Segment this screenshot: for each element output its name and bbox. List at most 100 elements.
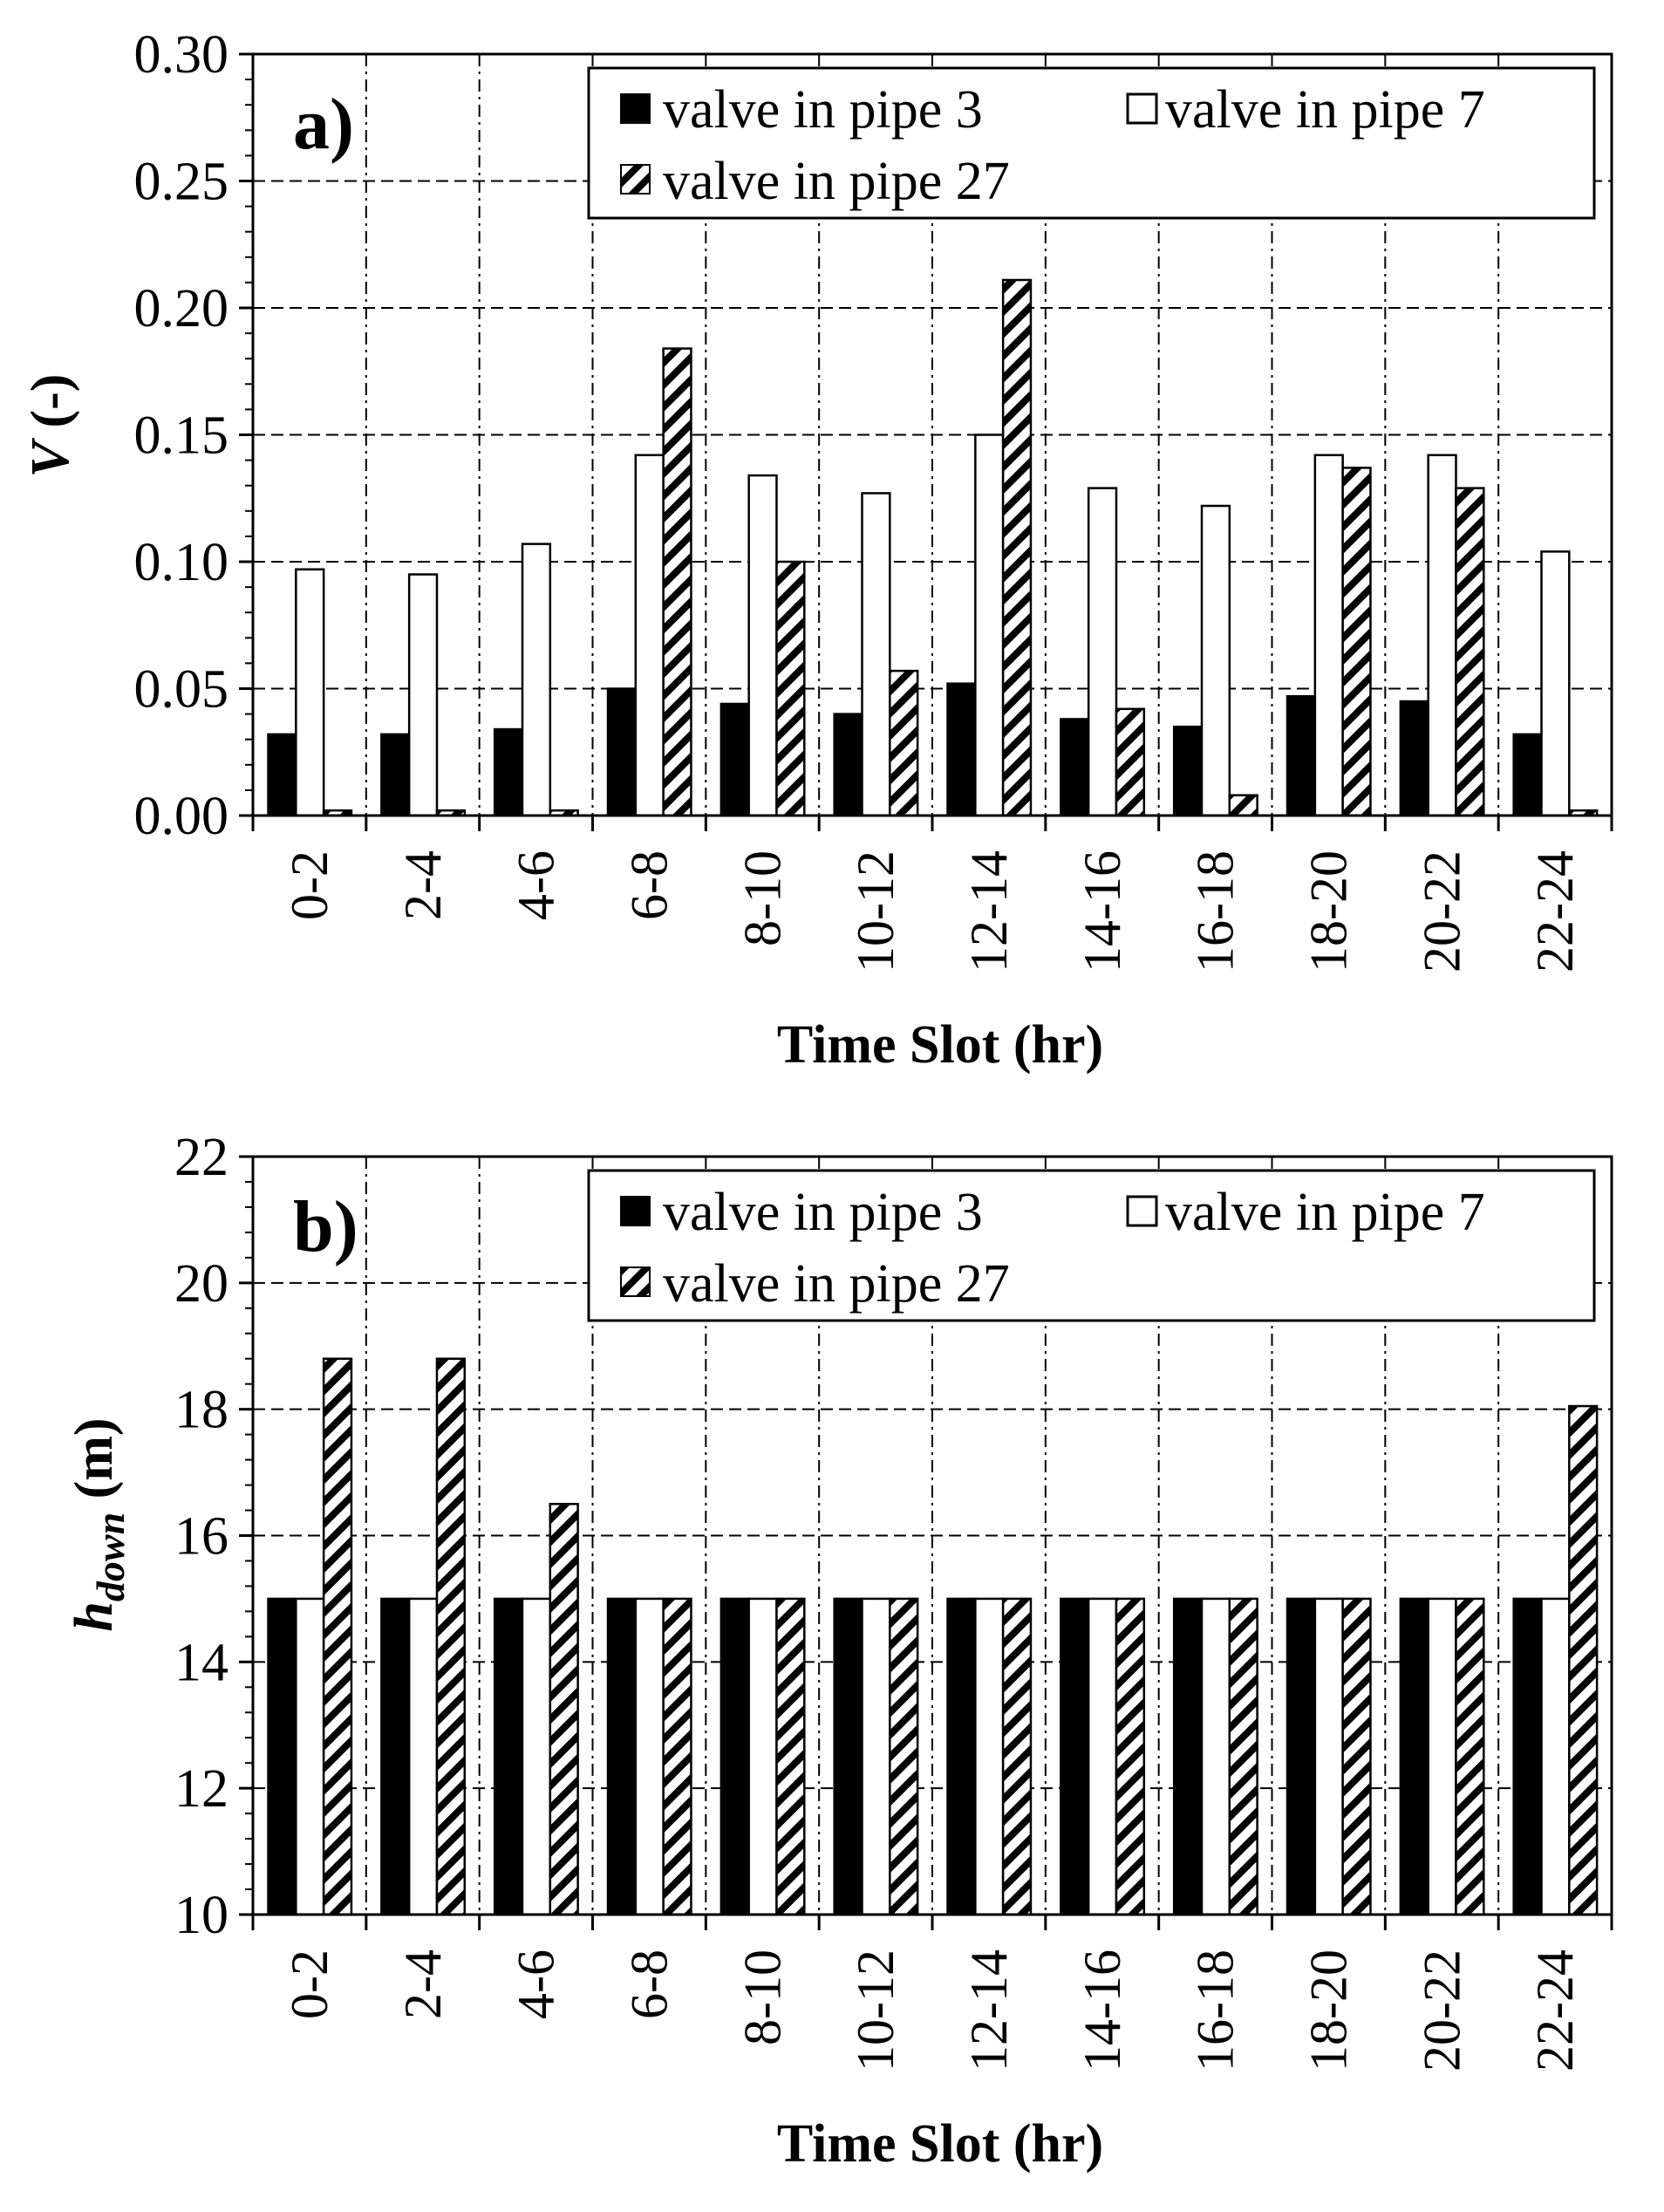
legend-label-b-2: valve in pipe 27 <box>663 1254 1010 1314</box>
x-category-label-a: 22-24 <box>1526 850 1584 973</box>
bar-a-s2-12-14 <box>1001 278 1033 817</box>
bar-b-s2-16-18 <box>1228 1597 1258 1916</box>
legend-a: valve in pipe 3 valve in pipe 7 valve in… <box>587 66 1596 220</box>
bar-b-s2-14-16 <box>1115 1597 1146 1916</box>
legend-box-b <box>587 1169 1596 1322</box>
bar-a-s1-2-4 <box>407 573 439 817</box>
bars-b <box>267 1357 1599 1916</box>
y-axis-title-a-main: V <box>21 437 80 477</box>
bar-a-s1-0-2 <box>295 568 325 817</box>
x-axis-ticks-b: 0-2 2-4 4-6 6-8 8-10 10-12 12-14 14-16 16-18 18-2… <box>251 1915 1613 2072</box>
bar-a-s0-10-12 <box>833 713 863 817</box>
x-category-label-b: 6-8 <box>620 1949 678 2019</box>
bar-b-s0-18-20 <box>1286 1597 1317 1916</box>
y-tick-label-a: 0.20 <box>134 279 229 338</box>
x-category-label-b: 8-10 <box>733 1949 791 2045</box>
x-category-label-a: 14-16 <box>1074 850 1131 973</box>
legend-swatch-b-0 <box>620 1196 651 1226</box>
bar-a-s0-4-6 <box>493 727 524 817</box>
legend-swatch-b-1 <box>1126 1195 1158 1227</box>
legend-label-a-0: valve in pipe 3 <box>663 80 983 140</box>
bar-a-s1-4-6 <box>521 543 552 817</box>
bar-b-s1-8-10 <box>747 1597 778 1916</box>
bar-b-s1-20-22 <box>1427 1597 1457 1916</box>
bar-a-s0-18-20 <box>1286 694 1317 817</box>
legend-swatch-a-0 <box>620 93 651 124</box>
x-category-label-b: 20-22 <box>1413 1949 1470 2072</box>
y-axis-title-a: V (-) <box>21 374 80 478</box>
bar-b-s0-4-6 <box>493 1597 524 1916</box>
bar-a-s0-0-2 <box>267 733 297 817</box>
bar-b-s1-2-4 <box>407 1597 439 1916</box>
bar-b-s2-12-14 <box>1001 1597 1033 1916</box>
bar-b-s1-16-18 <box>1200 1597 1231 1916</box>
bar-b-s0-10-12 <box>833 1597 863 1916</box>
legend-swatch-a-1 <box>1126 92 1158 125</box>
x-axis-title-b: Time Slot (hr) <box>777 2114 1103 2174</box>
bar-a-s1-18-20 <box>1313 454 1344 817</box>
bar-b-s1-0-2 <box>295 1597 325 1916</box>
legend-swatch-a-2 <box>620 164 651 195</box>
x-category-label-b: 18-20 <box>1299 1949 1357 2072</box>
bar-a-s1-22-24 <box>1540 550 1571 817</box>
bar-b-s2-4-6 <box>549 1503 579 1916</box>
bar-b-s0-2-4 <box>380 1597 411 1916</box>
bar-a-s0-2-4 <box>380 733 411 817</box>
x-category-label-a: 4-6 <box>508 850 565 920</box>
legend-label-b-0: valve in pipe 3 <box>663 1183 983 1242</box>
bar-a-s1-10-12 <box>861 492 891 817</box>
x-axis-ticks-a: 0-2 2-4 4-6 6-8 8-10 10-12 12-14 14-16 16-18 18-2… <box>251 816 1613 973</box>
y-axis-title-b: hdown (m) <box>65 1417 133 1631</box>
x-axis-title-a: Time Slot (hr) <box>777 1015 1103 1075</box>
y-tick-label-a: 0.25 <box>134 153 229 212</box>
bar-a-s0-20-22 <box>1399 700 1429 817</box>
y-tick-label-a: 0.10 <box>134 533 229 592</box>
y-tick-label-b: 16 <box>174 1507 228 1567</box>
x-category-label-b: 14-16 <box>1074 1949 1131 2072</box>
x-category-label-b: 22-24 <box>1526 1949 1584 2072</box>
bar-b-s1-18-20 <box>1313 1597 1344 1916</box>
bar-b-s1-4-6 <box>521 1597 552 1916</box>
bar-a-s0-8-10 <box>719 702 750 817</box>
x-category-label-b: 12-14 <box>960 1949 1018 2072</box>
y-axis-title-a-rest: (-) <box>21 374 80 441</box>
y-tick-label-a: 0.15 <box>134 406 229 466</box>
legend-label-a-1: valve in pipe 7 <box>1165 80 1485 140</box>
x-category-label-a: 12-14 <box>960 850 1018 973</box>
bar-a-s1-6-8 <box>634 454 665 817</box>
bar-b-s1-12-14 <box>974 1597 1005 1916</box>
x-category-label-b: 4-6 <box>508 1949 565 2019</box>
y-tick-label-a: 0.05 <box>134 660 229 720</box>
y-axis-title-b-sub: down <box>88 1512 133 1601</box>
panel-label-a: a) <box>293 84 354 165</box>
legend-box-a <box>587 66 1596 220</box>
x-category-label-a: 6-8 <box>620 850 678 920</box>
y-axis-ticks-b: 10 12 14 16 18 20 22 <box>174 1128 253 1945</box>
bar-a-s0-6-8 <box>606 687 638 817</box>
bar-b-s2-20-22 <box>1455 1597 1485 1916</box>
x-category-label-a: 20-22 <box>1413 850 1470 973</box>
bar-b-s0-8-10 <box>719 1597 750 1916</box>
bar-a-s1-12-14 <box>974 434 1005 817</box>
bar-a-s0-22-24 <box>1512 733 1543 817</box>
bar-a-s1-16-18 <box>1200 504 1231 817</box>
bar-b-s2-8-10 <box>775 1597 806 1916</box>
y-axis-title-b-rest: (m) <box>65 1417 124 1512</box>
y-tick-label-b: 14 <box>174 1633 228 1692</box>
bar-a-s2-14-16 <box>1115 707 1146 817</box>
legend-label-a-2: valve in pipe 27 <box>663 152 1010 211</box>
bar-b-s0-6-8 <box>606 1597 638 1916</box>
bar-b-s1-22-24 <box>1540 1597 1571 1916</box>
y-axis-title-b-main: h <box>65 1601 124 1631</box>
bar-a-s2-18-20 <box>1341 467 1372 817</box>
bar-a-s0-12-14 <box>946 682 977 817</box>
bar-a-s1-14-16 <box>1087 487 1118 817</box>
bar-b-s2-10-12 <box>889 1597 919 1916</box>
panel-label-b: b) <box>293 1186 358 1267</box>
bar-a-s1-8-10 <box>747 474 778 817</box>
bar-a-s2-8-10 <box>775 560 806 817</box>
y-tick-label-b: 18 <box>174 1381 228 1440</box>
bar-a-s1-20-22 <box>1427 454 1457 817</box>
x-category-label-a: 8-10 <box>733 850 791 946</box>
bar-a-s2-10-12 <box>889 669 919 817</box>
